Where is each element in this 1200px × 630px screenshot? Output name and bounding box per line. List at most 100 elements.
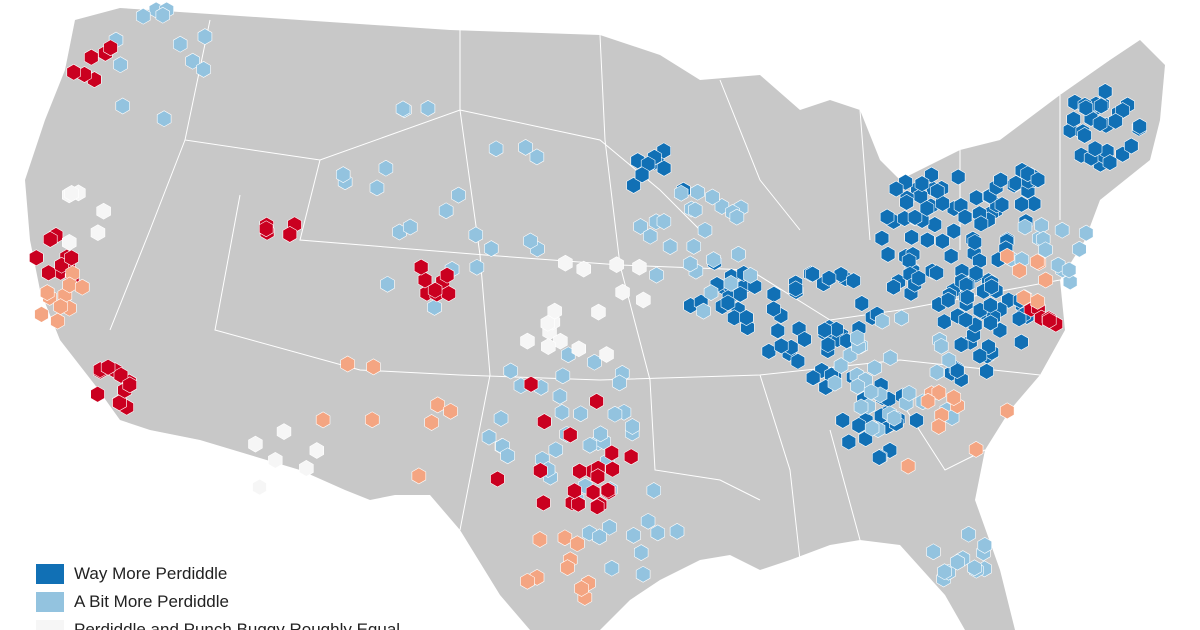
hex-bin xyxy=(958,276,974,294)
hex-bin xyxy=(572,462,587,480)
hex-bin xyxy=(943,247,959,265)
hex-bin xyxy=(835,412,851,429)
legend-label-way-more: Way More Perdiddle xyxy=(74,564,228,583)
hex-bin xyxy=(562,426,578,444)
hex-bin xyxy=(77,66,92,83)
hex-bin xyxy=(979,363,994,380)
hex-bin xyxy=(258,220,274,238)
hex-bin xyxy=(520,332,535,350)
hex-bin xyxy=(649,266,664,284)
hex-bin xyxy=(973,215,989,233)
hex-bin xyxy=(268,451,283,469)
hex-bin xyxy=(420,100,436,117)
hex-bin xyxy=(969,189,984,207)
hex-bin xyxy=(904,228,919,246)
hex-bin xyxy=(548,441,564,459)
hex-bin xyxy=(1030,253,1045,271)
hex-bin xyxy=(874,312,890,330)
hex-bin xyxy=(1011,310,1027,328)
hex-bin xyxy=(874,229,890,247)
hex-bin xyxy=(927,216,943,233)
hex-bin xyxy=(820,336,836,354)
hex-bin xyxy=(590,468,606,485)
hex-bin xyxy=(901,252,917,270)
hex-bin xyxy=(636,291,651,309)
hex-bin xyxy=(853,398,869,416)
legend-item-equal: Perdiddle and Punch Buggy Roughly Equal xyxy=(36,616,400,630)
hex-bin xyxy=(656,159,672,177)
hex-bin xyxy=(591,303,606,321)
hex-bin xyxy=(1017,218,1033,236)
hex-bin xyxy=(468,226,484,244)
hex-bin xyxy=(949,362,965,379)
hex-bin xyxy=(642,227,658,245)
hex-bin xyxy=(115,97,130,115)
hex-bin xyxy=(552,387,568,405)
hex-bin xyxy=(1092,115,1108,132)
hex-bin xyxy=(731,245,746,263)
hex-bin xyxy=(252,478,267,496)
hex-bin xyxy=(576,260,592,278)
hex-bin xyxy=(788,280,804,298)
hex-bin xyxy=(937,563,952,581)
hex-bin xyxy=(929,363,945,381)
hex-bin xyxy=(541,338,556,355)
hex-bin xyxy=(1087,140,1103,158)
hex-bin xyxy=(957,208,973,226)
hex-bin xyxy=(571,340,587,358)
hex-bin xyxy=(761,343,777,360)
hex-bin xyxy=(1030,171,1046,189)
hex-bin xyxy=(849,329,865,347)
hex-bin xyxy=(427,281,443,299)
hex-bin xyxy=(392,223,407,241)
legend-swatch-equal xyxy=(36,620,64,630)
hex-bin xyxy=(366,358,381,376)
hex-bin xyxy=(967,233,983,251)
hex-bin xyxy=(1014,333,1029,351)
hex-bin xyxy=(402,218,418,236)
hex-bin xyxy=(937,313,952,331)
hex-bin xyxy=(1038,271,1053,289)
hex-bin xyxy=(75,278,90,296)
hex-bin xyxy=(615,283,630,301)
hex-bin xyxy=(567,482,582,500)
hex-bin xyxy=(984,278,999,296)
hex-bin xyxy=(537,413,552,430)
hex-bin xyxy=(720,294,736,312)
hex-bin xyxy=(673,184,689,202)
hex-bin xyxy=(1016,289,1031,307)
hex-bin xyxy=(196,61,211,78)
hex-bin xyxy=(946,389,962,406)
hex-bin xyxy=(846,272,861,290)
hex-bin xyxy=(574,580,589,597)
hex-bin xyxy=(972,347,988,365)
hex-bin xyxy=(439,266,455,284)
hex-bin xyxy=(766,285,782,303)
hex-bin xyxy=(953,336,969,353)
hex-bin xyxy=(950,168,966,186)
hex-bin xyxy=(605,460,620,478)
hex-bin xyxy=(841,433,857,451)
hex-bin xyxy=(880,246,896,263)
hex-bin xyxy=(155,6,170,24)
hex-bin xyxy=(589,393,604,410)
hex-bin xyxy=(500,447,515,465)
hex-bin xyxy=(625,418,640,435)
hex-bin xyxy=(994,196,1010,214)
hex-bin xyxy=(1038,241,1053,259)
hex-bin xyxy=(34,306,49,323)
hex-bin xyxy=(871,449,887,466)
hex-bin xyxy=(558,254,573,272)
hex-bin xyxy=(739,309,754,326)
legend-swatch-a-bit-more xyxy=(36,592,64,612)
hex-bin xyxy=(958,311,974,329)
hex-bin xyxy=(773,337,789,355)
hex-bin xyxy=(41,264,56,282)
hex-bin xyxy=(424,414,439,431)
hex-bin xyxy=(518,139,533,156)
hex-bin xyxy=(1078,99,1094,117)
hex-bin xyxy=(84,48,99,66)
hex-bin xyxy=(600,481,616,499)
